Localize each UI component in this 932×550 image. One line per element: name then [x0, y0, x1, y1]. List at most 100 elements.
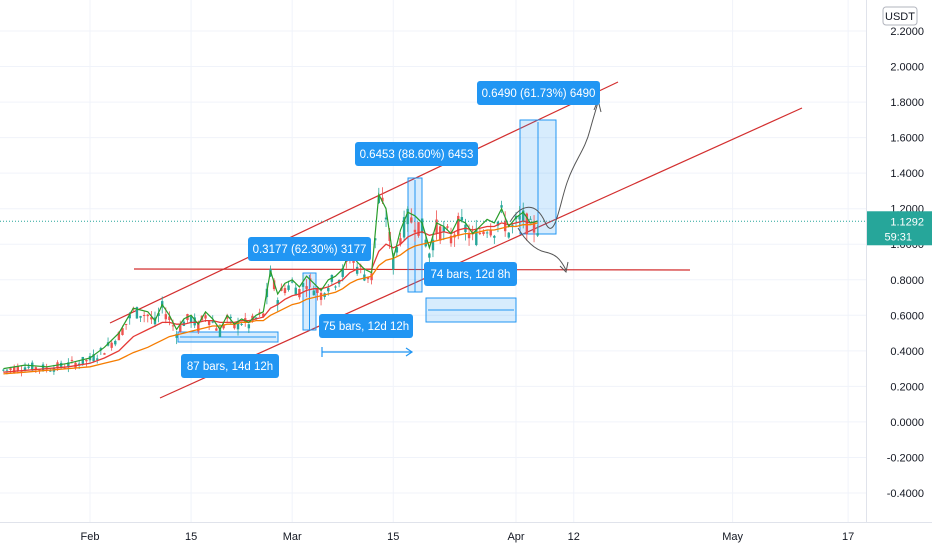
- candle-body: [135, 307, 139, 319]
- candle-body: [23, 367, 27, 371]
- series-layer: [2, 187, 539, 377]
- candle-body: [12, 366, 16, 373]
- candle-body: [41, 364, 45, 371]
- candle-body: [420, 218, 424, 234]
- y-tick-label: 0.4000: [890, 346, 924, 358]
- candle-body: [139, 316, 142, 318]
- candle-body: [435, 219, 438, 233]
- candle-body: [366, 277, 370, 280]
- y-tick-label: 1.8000: [890, 97, 924, 109]
- candle-body: [467, 232, 471, 239]
- label-range-3: 0.6490 (61.73%) 6490: [482, 88, 596, 100]
- label-bars-87-bg: [181, 354, 279, 378]
- y-tick-label: 0.8000: [890, 275, 924, 287]
- candle-body: [334, 286, 337, 288]
- currency-badge: [882, 6, 918, 26]
- y-tick-label: 0.2000: [890, 381, 924, 393]
- candle-body: [496, 221, 500, 226]
- candle-body: [67, 362, 70, 368]
- candle-body: [406, 208, 409, 225]
- candle-body: [81, 356, 84, 364]
- y-tick-label: -0.4000: [887, 488, 924, 500]
- candle-body: [225, 315, 229, 319]
- label-range-3-bg: [477, 81, 600, 105]
- candle-body: [85, 359, 88, 362]
- candle-body: [428, 253, 431, 258]
- candle-body: [229, 316, 232, 318]
- candle-body: [124, 323, 128, 325]
- label-range-2: 0.6453 (88.60%) 6453: [360, 149, 474, 161]
- candle-body: [446, 226, 449, 228]
- candle-body: [355, 266, 359, 274]
- candle-body: [5, 369, 9, 371]
- candle-body: [294, 287, 297, 296]
- candle-body: [442, 227, 445, 233]
- candle-body: [197, 322, 200, 332]
- candle-body: [142, 315, 146, 317]
- y-tick-label: 1.6000: [890, 133, 924, 145]
- candle-body: [31, 362, 34, 371]
- channel-upper-line: [109, 81, 619, 324]
- candle-body: [503, 220, 507, 232]
- candle-body: [460, 217, 464, 221]
- x-tick-label: 12: [568, 531, 580, 543]
- projection-down-path: [517, 227, 567, 271]
- current-price-badge: [867, 211, 932, 246]
- candle-body: [511, 224, 514, 226]
- candle-body: [327, 288, 330, 292]
- countdown-label: 59:31: [884, 231, 912, 243]
- candle-body: [92, 354, 95, 362]
- candle-body: [417, 222, 420, 236]
- candle-body: [500, 205, 503, 208]
- price-line: [3, 192, 538, 370]
- candle-body: [290, 281, 294, 283]
- label-bars-75-bg: [319, 314, 413, 338]
- candle-body: [218, 329, 222, 337]
- x-tick-label: Mar: [283, 531, 302, 543]
- y-tick-label: -0.2000: [887, 452, 924, 464]
- candle-body: [16, 366, 19, 372]
- x-tick-label: 17: [842, 531, 854, 543]
- candle-body: [478, 232, 482, 234]
- candle-body: [507, 232, 510, 238]
- candle-body: [399, 238, 402, 245]
- candle-body: [110, 342, 113, 348]
- candle-body: [352, 259, 355, 263]
- candle-body: [204, 315, 207, 319]
- x-tick-label: 15: [387, 531, 399, 543]
- candle-body: [207, 320, 211, 325]
- candle-body: [262, 313, 265, 317]
- candle-body: [240, 323, 243, 325]
- x-tick-label: Feb: [81, 531, 100, 543]
- candle-body: [301, 282, 305, 287]
- candle-body: [2, 369, 5, 371]
- ma-fast-line: [3, 220, 538, 373]
- candle-body: [247, 324, 251, 329]
- candle-body: [236, 321, 240, 330]
- candle-body: [431, 239, 435, 251]
- candle-body: [536, 233, 539, 236]
- candle-body: [114, 340, 117, 345]
- candle-body: [211, 321, 214, 323]
- candle-body: [9, 368, 12, 370]
- projection-down-arrowhead: [559, 261, 569, 274]
- candle-body: [283, 288, 287, 294]
- y-tick-label: 0.0000: [890, 417, 924, 429]
- candle-body: [258, 312, 261, 314]
- candle-body: [179, 325, 182, 332]
- candle-body: [233, 323, 236, 329]
- label-range-1-bg: [248, 237, 371, 261]
- drawings-front: 0.3177 (62.30%) 3177 0.6453 (88.60%) 6453…: [0, 81, 866, 378]
- candle-body: [438, 226, 442, 241]
- candle-body: [395, 247, 399, 253]
- candle-body: [529, 218, 532, 220]
- label-range-1: 0.3177 (62.30%) 3177: [253, 244, 367, 256]
- candle-body: [298, 289, 301, 298]
- candle-body: [164, 314, 168, 320]
- candle-body: [272, 280, 276, 290]
- candle-body: [482, 231, 485, 235]
- candle-body: [392, 258, 395, 270]
